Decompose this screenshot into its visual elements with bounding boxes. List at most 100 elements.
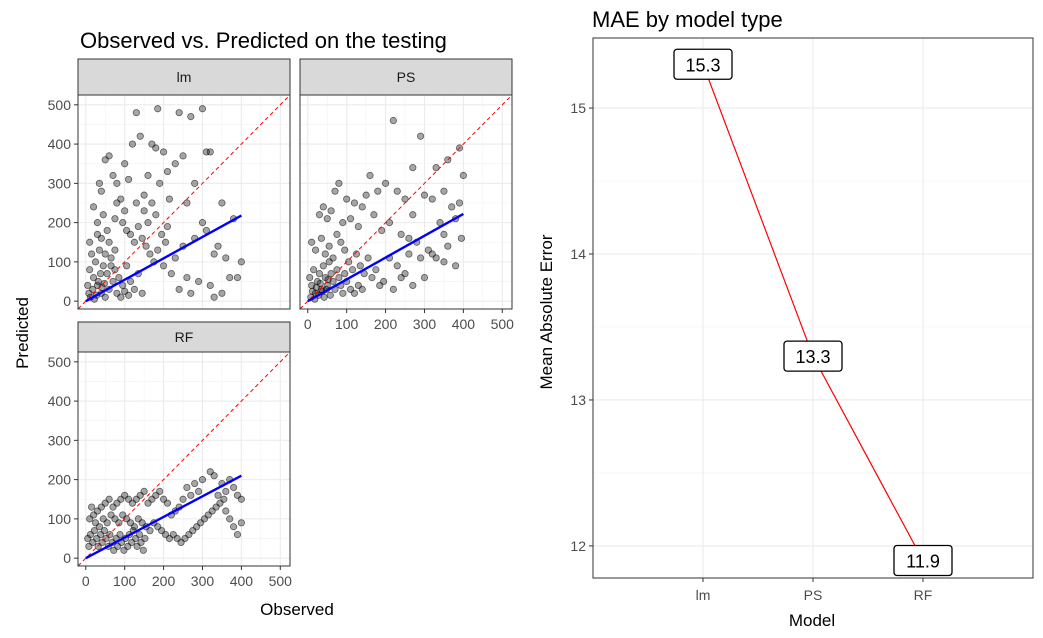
scatter-point bbox=[183, 273, 191, 282]
scatter-point bbox=[315, 270, 324, 278]
scatter-point bbox=[113, 199, 121, 207]
scatter-point bbox=[148, 199, 156, 207]
scatter-point bbox=[159, 262, 168, 270]
scatter-point bbox=[140, 191, 148, 199]
data-label-text: 15.3 bbox=[685, 55, 720, 75]
scatter-point bbox=[86, 266, 94, 274]
scatter-point bbox=[89, 285, 97, 293]
mae-x-axis-label: Model bbox=[789, 611, 835, 630]
scatter-point bbox=[440, 230, 448, 238]
x-tick-label: 100 bbox=[335, 316, 359, 332]
scatter-point bbox=[100, 279, 109, 288]
scatter-points bbox=[84, 105, 245, 303]
facet-panel-ps: PS 0 100 200 300 400 500 bbox=[299, 58, 514, 332]
scatter-point bbox=[362, 191, 370, 199]
data-label-box bbox=[673, 48, 733, 80]
scatter-point bbox=[106, 530, 114, 539]
scatter-point bbox=[139, 546, 147, 554]
scatter-point bbox=[161, 238, 170, 246]
scatter-point bbox=[323, 215, 331, 223]
scatter-point bbox=[333, 230, 341, 238]
panel-border bbox=[77, 94, 291, 310]
scatter-point bbox=[86, 238, 94, 246]
scatter-point bbox=[126, 230, 135, 238]
scatter-point bbox=[327, 207, 335, 215]
scatter-point bbox=[128, 140, 137, 148]
scatter-point bbox=[95, 523, 103, 531]
scatter-point bbox=[226, 515, 234, 523]
scatter-point bbox=[121, 207, 129, 215]
scatter-point bbox=[119, 219, 127, 227]
scatter-point bbox=[84, 534, 92, 543]
y-tick-label: 100 bbox=[48, 254, 72, 270]
scatter-point bbox=[333, 266, 341, 274]
scatter-point bbox=[121, 160, 129, 168]
scatter-point bbox=[428, 250, 436, 258]
reference-line bbox=[77, 351, 291, 567]
scatter-point bbox=[409, 164, 417, 172]
y-tick-label: 300 bbox=[48, 175, 72, 191]
scatter-point bbox=[222, 254, 230, 262]
scatter-point bbox=[218, 289, 226, 297]
mae-chart: 15.3 13.3 11.9 12 13 14 15 lm PS RF bbox=[570, 37, 1034, 603]
scatter-point bbox=[326, 291, 334, 299]
scatter-point bbox=[358, 203, 366, 211]
scatter-point bbox=[167, 270, 175, 278]
scatter-point bbox=[341, 246, 349, 254]
y-tick-label: 13 bbox=[570, 392, 586, 408]
scatter-point bbox=[319, 203, 327, 211]
scatter-point bbox=[214, 242, 222, 250]
scatter-point bbox=[316, 279, 324, 288]
x-tick-label: lm bbox=[696, 587, 711, 603]
facet-strip-label: PS bbox=[397, 69, 416, 85]
fit-line bbox=[307, 212, 464, 303]
scatter-point bbox=[194, 487, 203, 495]
scatter-point bbox=[136, 132, 144, 140]
scatter-point bbox=[134, 222, 142, 231]
scatter-point bbox=[140, 207, 148, 215]
scatter-point bbox=[144, 219, 152, 227]
scatter-point bbox=[214, 491, 222, 499]
scatter-point bbox=[389, 285, 397, 293]
scatter-point bbox=[144, 171, 152, 180]
scatter-point bbox=[370, 211, 378, 219]
scatter-point bbox=[409, 281, 417, 290]
scatter-point bbox=[156, 179, 164, 187]
scatter-point bbox=[202, 148, 210, 156]
scatter-point bbox=[103, 270, 111, 278]
scatter-point bbox=[130, 285, 139, 293]
scatter-point bbox=[99, 262, 107, 270]
facet-strip bbox=[299, 58, 513, 96]
scatter-point bbox=[405, 234, 413, 242]
scatter-point bbox=[393, 187, 401, 195]
scatter-point bbox=[132, 199, 140, 207]
scatter-point bbox=[448, 203, 456, 211]
scatter-point bbox=[222, 487, 230, 495]
data-label: 13.3 bbox=[783, 340, 843, 372]
scatter-point bbox=[111, 215, 119, 223]
scatter-point bbox=[229, 523, 238, 531]
scatter-point bbox=[311, 246, 320, 254]
scatter-point bbox=[132, 109, 140, 117]
scatter-point bbox=[397, 230, 405, 238]
scatter-point bbox=[95, 246, 103, 254]
scatter-point bbox=[123, 262, 131, 270]
scatter-point bbox=[455, 199, 464, 207]
scatter-point bbox=[165, 195, 174, 203]
scatter-point bbox=[206, 281, 214, 290]
fit-line bbox=[85, 214, 242, 303]
scatter-point bbox=[198, 219, 207, 227]
y-tick-label: 0 bbox=[63, 293, 71, 309]
scatter-point bbox=[372, 266, 380, 274]
facet-strip bbox=[77, 58, 291, 96]
scatter-point bbox=[374, 187, 382, 195]
scatter-point bbox=[350, 199, 359, 207]
scatter-point bbox=[210, 293, 218, 301]
scatter-point bbox=[179, 495, 187, 503]
scatter-point bbox=[335, 179, 343, 187]
scatter-point bbox=[107, 254, 115, 262]
scatter-point bbox=[358, 285, 366, 293]
grid-lines bbox=[78, 352, 290, 566]
y-tick-label: 400 bbox=[48, 136, 72, 152]
